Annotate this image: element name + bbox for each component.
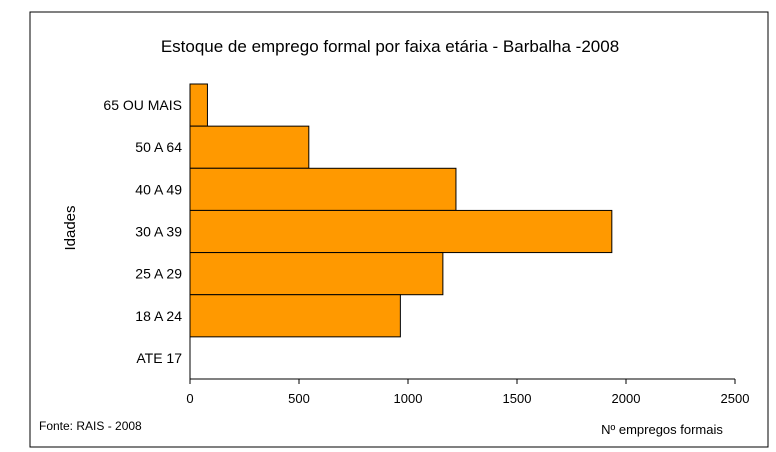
bars-group <box>189 83 613 338</box>
bar <box>189 252 444 296</box>
x-tick-label: 500 <box>288 391 310 406</box>
x-tick-label: 0 <box>186 391 193 406</box>
bar <box>189 83 208 127</box>
x-axis-label: Nº empregos formais <box>601 422 723 437</box>
chart-title: Estoque de emprego formal por faixa etár… <box>161 37 619 56</box>
y-tick-label: 65 OU MAIS <box>103 97 182 113</box>
y-axis-label: Idades <box>62 205 79 250</box>
y-tick-label: 18 A 24 <box>135 308 182 324</box>
source-note: Fonte: RAIS - 2008 <box>39 419 142 433</box>
y-tick-label: 30 A 39 <box>135 224 182 240</box>
y-tick-label: 25 A 29 <box>135 266 182 282</box>
bar <box>189 167 457 211</box>
y-tick-label: 40 A 49 <box>135 181 182 197</box>
x-tick-label: 2000 <box>612 391 641 406</box>
y-tick-labels: 65 OU MAIS 50 A 64 40 A 49 30 A 39 25 A 29 18… <box>103 97 182 366</box>
x-tick-label: 1000 <box>394 391 423 406</box>
x-tick-label: 1500 <box>503 391 532 406</box>
bar <box>189 125 310 169</box>
x-tick-labels: 0 500 1000 1500 2000 2500 <box>186 379 749 406</box>
y-tick-label: ATE 17 <box>136 350 182 366</box>
bar <box>189 209 613 254</box>
x-tick-label: 2500 <box>721 391 750 406</box>
y-tick-label: 50 A 64 <box>135 139 182 155</box>
bar <box>189 294 401 338</box>
